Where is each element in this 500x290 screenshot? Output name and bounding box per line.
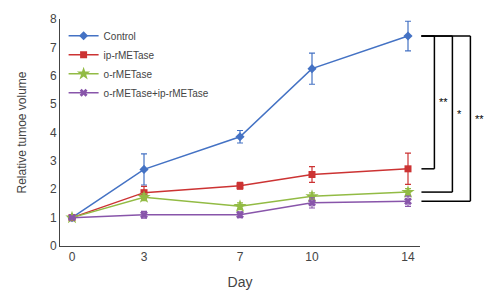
svg-text:0: 0	[50, 239, 57, 253]
svg-text:o-rMETase+ip-rMETase: o-rMETase+ip-rMETase	[104, 88, 209, 99]
svg-text:3: 3	[141, 250, 148, 264]
svg-text:o-rMETase: o-rMETase	[104, 69, 153, 80]
svg-text:6: 6	[50, 69, 57, 83]
svg-text:**: **	[439, 96, 448, 108]
svg-text:1: 1	[50, 211, 57, 225]
svg-text:Day: Day	[228, 274, 253, 290]
svg-text:Control: Control	[104, 31, 136, 42]
svg-text:14: 14	[401, 250, 415, 264]
svg-text:8: 8	[50, 12, 57, 26]
svg-text:Relative tumoe volume: Relative tumoe volume	[15, 71, 29, 193]
svg-text:3: 3	[50, 154, 57, 168]
svg-text:7: 7	[237, 250, 244, 264]
svg-text:7: 7	[50, 41, 57, 55]
svg-text:ip-rMETase: ip-rMETase	[104, 50, 155, 61]
svg-text:10: 10	[305, 250, 319, 264]
svg-text:4: 4	[50, 126, 57, 140]
svg-text:2: 2	[50, 182, 57, 196]
svg-text:0: 0	[69, 250, 76, 264]
svg-text:5: 5	[50, 97, 57, 111]
svg-text:**: **	[475, 113, 484, 125]
svg-text:*: *	[457, 108, 462, 120]
